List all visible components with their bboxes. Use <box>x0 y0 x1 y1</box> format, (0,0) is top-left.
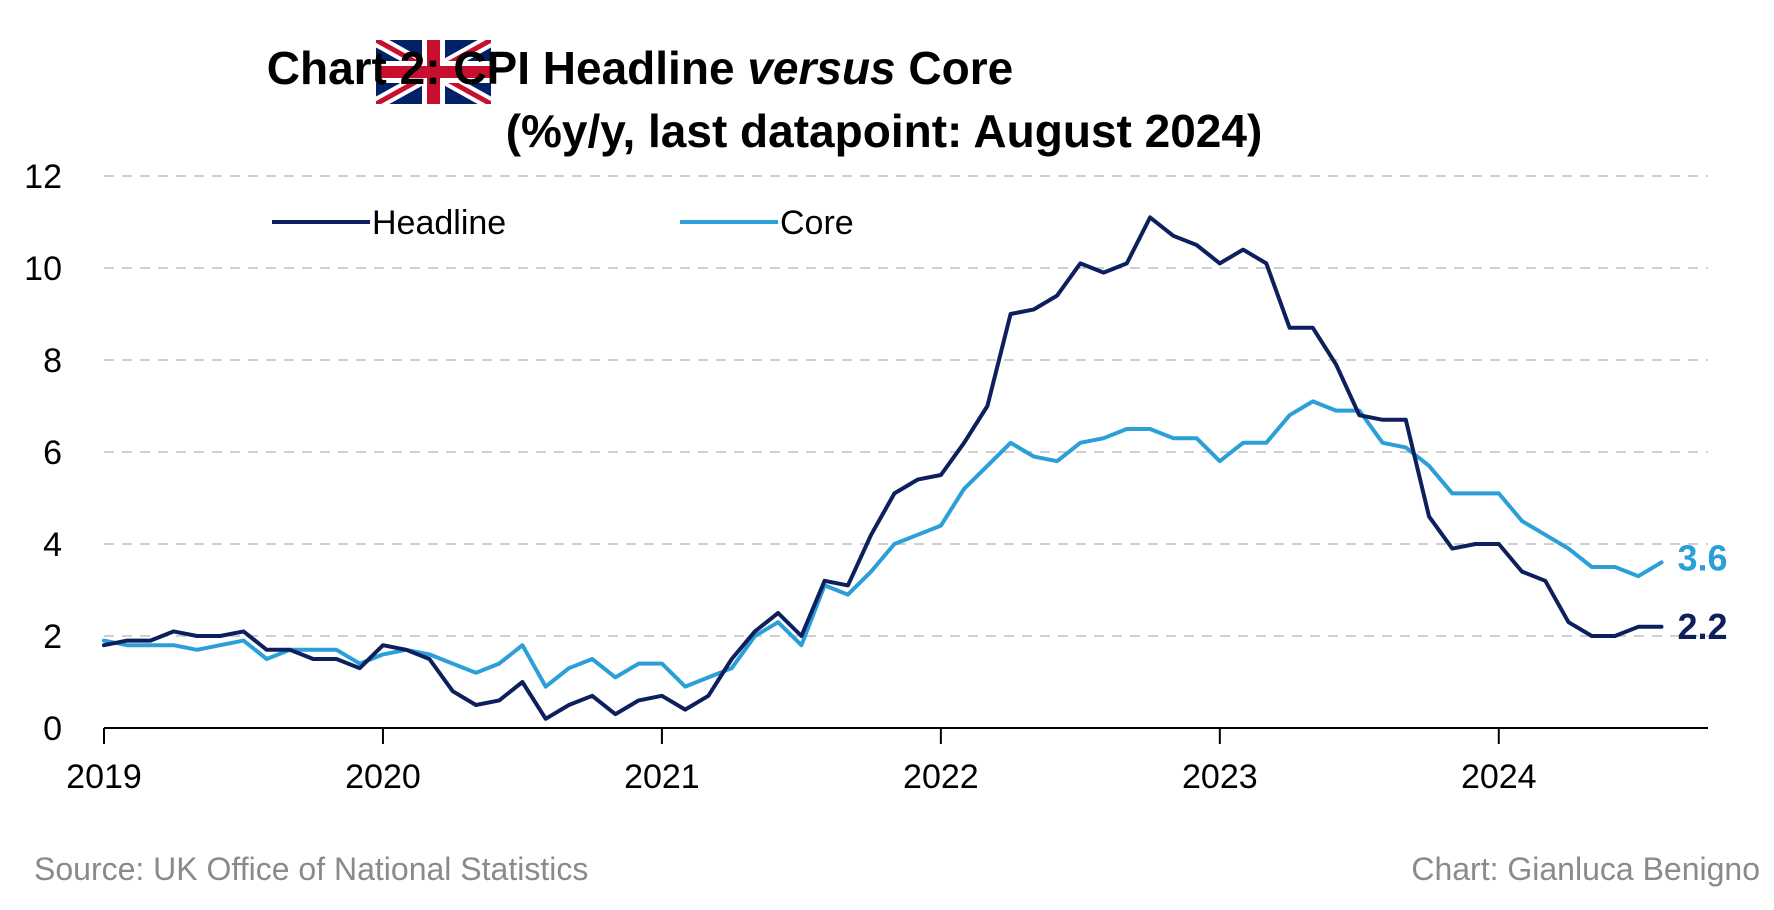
uk-flag-icon <box>376 40 491 104</box>
legend: Headline Core <box>272 204 854 242</box>
x-tick-label: 2022 <box>903 758 979 796</box>
y-tick-label: 2 <box>43 618 62 656</box>
y-axis: 0 2 4 6 8 10 12 <box>24 158 62 748</box>
y-tick-label: 4 <box>43 526 62 564</box>
y-tick-label: 0 <box>43 710 62 748</box>
x-tick-label: 2019 <box>66 758 142 796</box>
x-axis: 2019 2020 2021 2022 2023 2024 <box>66 727 1708 796</box>
legend-label-core: Core <box>780 204 854 242</box>
gridlines <box>104 175 1708 637</box>
y-tick-label: 12 <box>24 158 62 196</box>
x-tick-label: 2024 <box>1461 758 1537 796</box>
x-tick-label: 2023 <box>1182 758 1258 796</box>
x-tick-label: 2020 <box>345 758 421 796</box>
chart-title: Chart 2: CPI Headline versus Core <box>267 42 1014 94</box>
x-tick-label: 2021 <box>624 758 700 796</box>
chart-subtitle: (%y/y, last datapoint: August 2024) <box>506 105 1263 157</box>
y-tick-label: 10 <box>24 250 62 288</box>
series-line-headline <box>102 215 1664 721</box>
legend-label-headline: Headline <box>372 204 506 242</box>
end-label-headline: 2.2 <box>1678 606 1728 647</box>
end-labels: 2.2 3.6 <box>1678 537 1728 646</box>
end-label-core: 3.6 <box>1678 537 1728 578</box>
chart-credit: Chart: Gianluca Benigno <box>1411 851 1760 887</box>
y-tick-label: 6 <box>43 434 62 472</box>
source-note: Source: UK Office of National Statistics <box>34 851 588 887</box>
y-tick-label: 8 <box>43 342 62 380</box>
series-lines <box>102 215 1664 721</box>
